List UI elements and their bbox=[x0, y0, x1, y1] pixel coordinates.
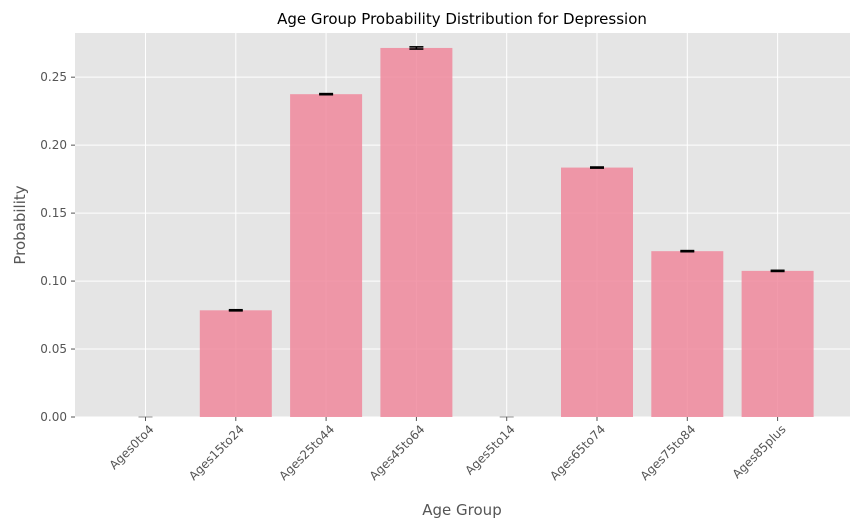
x-tick-label: Ages25to44 bbox=[276, 422, 337, 483]
error-bar-ages45to64 bbox=[409, 46, 424, 50]
y-axis-label: Probability bbox=[11, 185, 29, 264]
bar-ages45to64 bbox=[380, 47, 453, 418]
y-axis-ticks: 0.00 0.05 0.10 0.15 0.20 0.25 bbox=[40, 70, 75, 424]
x-tick-label: Ages15to24 bbox=[186, 422, 247, 483]
y-tick-label: 0.15 bbox=[40, 206, 67, 220]
bar-ages15to24 bbox=[199, 310, 272, 417]
error-bar-ages15to24 bbox=[228, 308, 243, 312]
x-axis-label: Age Group bbox=[422, 501, 501, 519]
error-bar-ages75to84 bbox=[680, 249, 695, 253]
x-tick-label: Ages0to4 bbox=[107, 422, 157, 472]
error-bar-ages85plus bbox=[770, 269, 785, 273]
error-bar-ages65to74 bbox=[590, 166, 604, 169]
bars bbox=[199, 47, 814, 418]
y-tick-label: 0.10 bbox=[40, 274, 67, 288]
x-tick-label: Ages85plus bbox=[730, 422, 789, 481]
y-tick-label: 0.25 bbox=[40, 70, 67, 84]
x-axis-ticks: Ages0to4 Ages15to24 Ages25to44 Ages45to64 Ag… bbox=[107, 417, 789, 483]
bar-ages25to44 bbox=[290, 94, 363, 417]
plot-background bbox=[75, 33, 850, 417]
error-bars bbox=[138, 46, 785, 418]
y-tick-label: 0.20 bbox=[40, 138, 67, 152]
y-tick-label: 0.05 bbox=[40, 342, 67, 356]
x-tick-label: Ages45to64 bbox=[367, 422, 428, 483]
bar-ages75to84 bbox=[651, 251, 724, 417]
bar-ages65to74 bbox=[561, 167, 633, 417]
chart-title: Age Group Probability Distribution for D… bbox=[277, 10, 647, 28]
x-tick-label: Ages5to14 bbox=[462, 422, 517, 477]
bar-ages85plus bbox=[741, 270, 814, 417]
y-tick-label: 0.00 bbox=[40, 410, 67, 424]
x-tick-label: Ages75to84 bbox=[638, 422, 699, 483]
x-tick-label: Ages65to74 bbox=[547, 422, 608, 483]
error-bar-ages25to44 bbox=[319, 92, 334, 96]
